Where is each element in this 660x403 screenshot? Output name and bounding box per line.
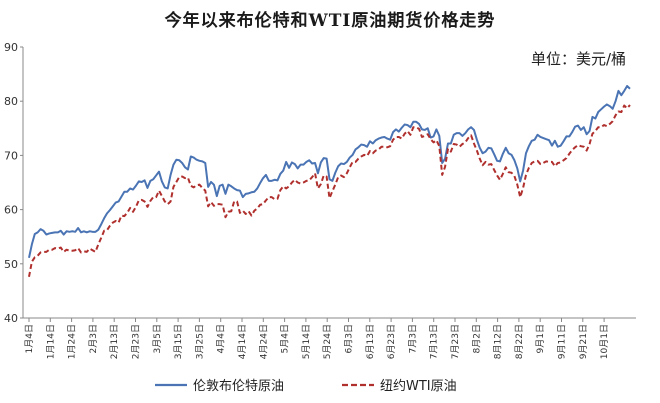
x-tick-label: 5月14日 bbox=[301, 324, 312, 359]
x-tick-label: 8月22日 bbox=[514, 324, 525, 359]
series-lines bbox=[28, 85, 631, 277]
x-tick-label: 4月4日 bbox=[216, 324, 227, 353]
x-tick-label: 1月4日 bbox=[24, 324, 35, 353]
y-tick-label: 40 bbox=[4, 312, 18, 325]
x-tick-label: 6月23日 bbox=[386, 324, 397, 359]
x-tick-label: 3月15日 bbox=[173, 324, 184, 359]
x-tick-label: 7月3日 bbox=[407, 324, 418, 353]
x-tick-label: 3月5日 bbox=[152, 324, 163, 353]
y-axis-ticks: 40 50 60 70 80 90 bbox=[4, 41, 23, 325]
x-tick-label: 2月3日 bbox=[88, 324, 99, 353]
axes bbox=[22, 47, 636, 319]
unit-label: 单位：美元/桶 bbox=[530, 50, 626, 68]
x-tick-label: 4月14日 bbox=[237, 324, 248, 359]
x-tick-label: 6月13日 bbox=[365, 324, 376, 359]
x-tick-label: 5月4日 bbox=[280, 324, 291, 353]
x-tick-label: 1月14日 bbox=[45, 324, 56, 359]
x-tick-label: 1月24日 bbox=[67, 324, 78, 359]
x-tick-label: 9月1日 bbox=[535, 324, 546, 353]
legend-label-brent: 伦敦布伦特原油 bbox=[193, 378, 284, 394]
series-line-wti bbox=[28, 104, 631, 277]
x-tick-label: 4月24日 bbox=[258, 324, 269, 359]
x-tick-label: 7月13日 bbox=[429, 324, 440, 359]
y-tick-label: 70 bbox=[4, 149, 18, 162]
x-tick-label: 9月21日 bbox=[578, 324, 589, 359]
series-line-brent bbox=[28, 85, 631, 259]
x-tick-label: 2月23日 bbox=[131, 324, 142, 359]
chart-title: 今年以来布伦特和WTI原油期货价格走势 bbox=[164, 11, 496, 31]
y-tick-label: 60 bbox=[4, 204, 18, 217]
x-tick-label: 5月24日 bbox=[322, 324, 333, 359]
x-tick-label: 3月25日 bbox=[194, 324, 205, 359]
y-tick-label: 90 bbox=[4, 41, 18, 54]
x-axis-ticks: 1月4日 1月14日 1月24日 2月3日 2月13日 2月23日 3月5日 3月15日 3月2… bbox=[24, 318, 610, 359]
x-tick-label: 8月2日 bbox=[471, 324, 482, 353]
legend: 伦敦布伦特原油 纽约WTI原油 bbox=[155, 378, 457, 394]
x-tick-label: 9月11日 bbox=[557, 324, 568, 359]
x-tick-label: 7月23日 bbox=[450, 324, 461, 359]
legend-label-wti: 纽约WTI原油 bbox=[380, 379, 457, 394]
x-tick-label: 8月12日 bbox=[493, 324, 504, 359]
x-tick-label: 2月13日 bbox=[109, 324, 120, 359]
y-tick-label: 80 bbox=[4, 95, 18, 108]
x-tick-label: 10月1日 bbox=[599, 324, 610, 359]
x-tick-label: 6月3日 bbox=[344, 324, 355, 353]
y-tick-label: 50 bbox=[4, 258, 18, 271]
